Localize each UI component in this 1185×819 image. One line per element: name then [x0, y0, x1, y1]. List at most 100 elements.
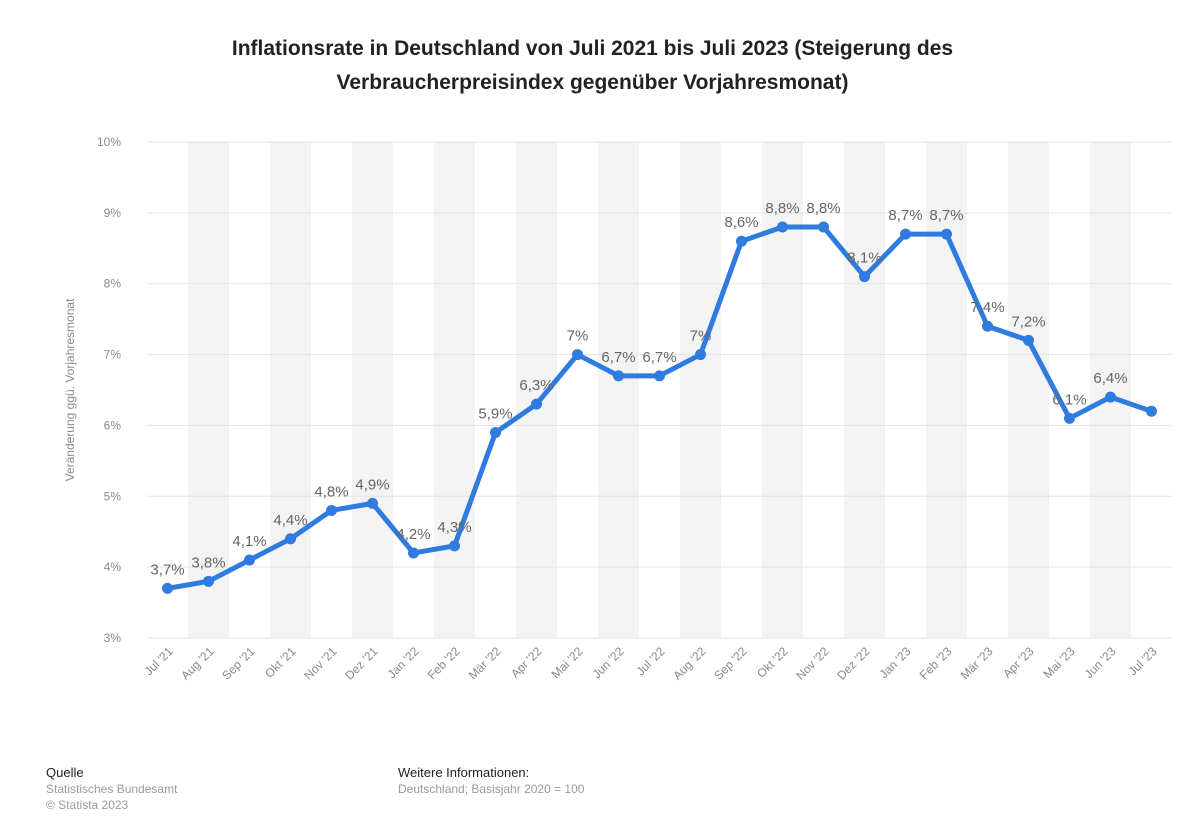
data-point[interactable] — [982, 320, 993, 332]
data-label: 5,9% — [478, 406, 512, 423]
data-label: 4,1% — [232, 533, 266, 550]
data-point[interactable] — [162, 582, 173, 594]
data-point[interactable] — [326, 504, 337, 516]
y-tick-label: 6% — [104, 418, 122, 432]
y-tick-label: 9% — [104, 206, 122, 220]
data-label: 8,8% — [765, 200, 799, 217]
column-band — [270, 142, 311, 638]
data-point[interactable] — [695, 349, 706, 361]
info-heading: Weitere Informationen: — [398, 765, 530, 780]
data-label: 4,4% — [273, 512, 307, 529]
data-point[interactable] — [654, 370, 665, 382]
data-points — [162, 221, 1157, 594]
x-tick-label: Apr '22 — [508, 644, 545, 681]
y-tick-label: 10% — [97, 135, 121, 149]
y-tick-label: 4% — [104, 560, 122, 574]
gridlines — [147, 141, 1172, 639]
x-tick-label: Jul '23 — [1125, 644, 1159, 678]
column-band — [598, 142, 639, 638]
data-label: 4,2% — [396, 526, 430, 543]
x-tick-label: Jan '23 — [877, 644, 914, 681]
source-block: Quelle Statistisches Bundesamt © Statist… — [46, 765, 177, 813]
x-tick-label: Okt '22 — [754, 644, 791, 681]
column-band — [352, 142, 393, 638]
data-label: 6,1% — [1052, 391, 1086, 408]
data-point[interactable] — [941, 228, 952, 240]
data-point[interactable] — [1064, 412, 1075, 424]
data-point[interactable] — [859, 271, 870, 283]
series-line-group — [165, 224, 1154, 591]
x-tick-label: Jul '21 — [141, 644, 175, 678]
data-label: 6,7% — [601, 349, 635, 366]
x-tick-label: Jun '23 — [1082, 644, 1119, 681]
chart-title-line-2: Verbraucherpreisindex gegenüber Vorjahre… — [336, 71, 849, 94]
data-point[interactable] — [1105, 391, 1116, 403]
data-point[interactable] — [203, 575, 214, 587]
data-point[interactable] — [572, 349, 583, 361]
info-block: Weitere Informationen: Deutschland; Basi… — [398, 765, 584, 797]
data-point[interactable] — [736, 235, 747, 247]
x-tick-label: Jun '22 — [590, 644, 627, 681]
x-tick-label: Sep '22 — [711, 644, 750, 683]
x-axis-ticks: Jul '21 Aug '21 Sep '21 Okt '21 Nov '21 Dez '… — [141, 644, 1159, 683]
x-tick-label: Dez '21 — [342, 644, 381, 683]
chart-title: Inflationsrate in Deutschland von Juli 2… — [0, 32, 1185, 100]
data-point[interactable] — [408, 547, 419, 559]
x-tick-label: Mär '22 — [466, 644, 504, 682]
data-label: 7,4% — [970, 299, 1004, 316]
data-point[interactable] — [490, 427, 501, 439]
y-tick-label: 7% — [104, 348, 122, 362]
column-bands — [188, 142, 1131, 638]
data-point[interactable] — [777, 221, 788, 233]
column-band — [1008, 142, 1049, 638]
column-band — [1090, 142, 1131, 638]
x-tick-label: Sep '21 — [219, 644, 258, 683]
y-tick-label: 5% — [104, 489, 122, 503]
column-band — [844, 142, 885, 638]
column-band — [680, 142, 721, 638]
x-tick-label: Aug '22 — [670, 644, 709, 683]
data-label: 7,2% — [1011, 313, 1045, 330]
data-label: 8,7% — [929, 207, 963, 224]
x-tick-label: Mai '22 — [549, 644, 586, 681]
x-tick-label: Okt '21 — [262, 644, 299, 681]
data-label: 3,7% — [150, 561, 184, 578]
column-band — [188, 142, 229, 638]
inflation-line-chart: 3% 4% 5% 6% 7% 8% 9% 10% Veränderung ggü. Vorja… — [63, 135, 1172, 683]
chart-title-line-1: Inflationsrate in Deutschland von Juli 2… — [231, 37, 954, 60]
column-band — [434, 142, 475, 638]
x-tick-label: Nov '21 — [301, 644, 340, 683]
info-line-1: Deutschland; Basisjahr 2020 = 100 — [398, 782, 585, 796]
data-point[interactable] — [244, 554, 255, 566]
data-label: 4,3% — [437, 519, 471, 536]
data-point[interactable] — [449, 540, 460, 552]
data-point[interactable] — [900, 228, 911, 240]
data-label: 4,8% — [314, 483, 348, 500]
data-point[interactable] — [818, 221, 829, 233]
data-label: 6,4% — [1093, 370, 1127, 387]
data-label: 8,1% — [847, 250, 881, 267]
data-point[interactable] — [1023, 334, 1034, 346]
x-tick-label: Aug '21 — [178, 644, 217, 683]
data-label: 6,7% — [642, 349, 676, 366]
data-point[interactable] — [285, 533, 296, 545]
x-tick-label: Dez '22 — [834, 644, 873, 683]
x-tick-label: Feb '22 — [425, 644, 463, 682]
data-label: 4,9% — [355, 476, 389, 493]
data-label: 7% — [690, 328, 712, 345]
y-axis-label: Veränderung ggü. Vorjahresmonat — [63, 298, 77, 481]
data-point[interactable] — [367, 497, 378, 509]
data-point[interactable] — [613, 370, 624, 382]
x-tick-label: Apr '23 — [1000, 644, 1037, 681]
data-label: 6,3% — [519, 377, 553, 394]
data-label: 7% — [567, 328, 589, 345]
data-point[interactable] — [531, 398, 542, 410]
data-label: 8,6% — [724, 214, 758, 231]
x-tick-label: Feb '23 — [917, 644, 955, 682]
y-tick-label: 8% — [104, 277, 122, 291]
data-point[interactable] — [1146, 405, 1157, 417]
data-label: 8,8% — [806, 200, 840, 217]
y-tick-label: 3% — [104, 631, 122, 645]
source-line-1: Statistisches Bundesamt — [46, 782, 178, 796]
column-band — [926, 142, 967, 638]
